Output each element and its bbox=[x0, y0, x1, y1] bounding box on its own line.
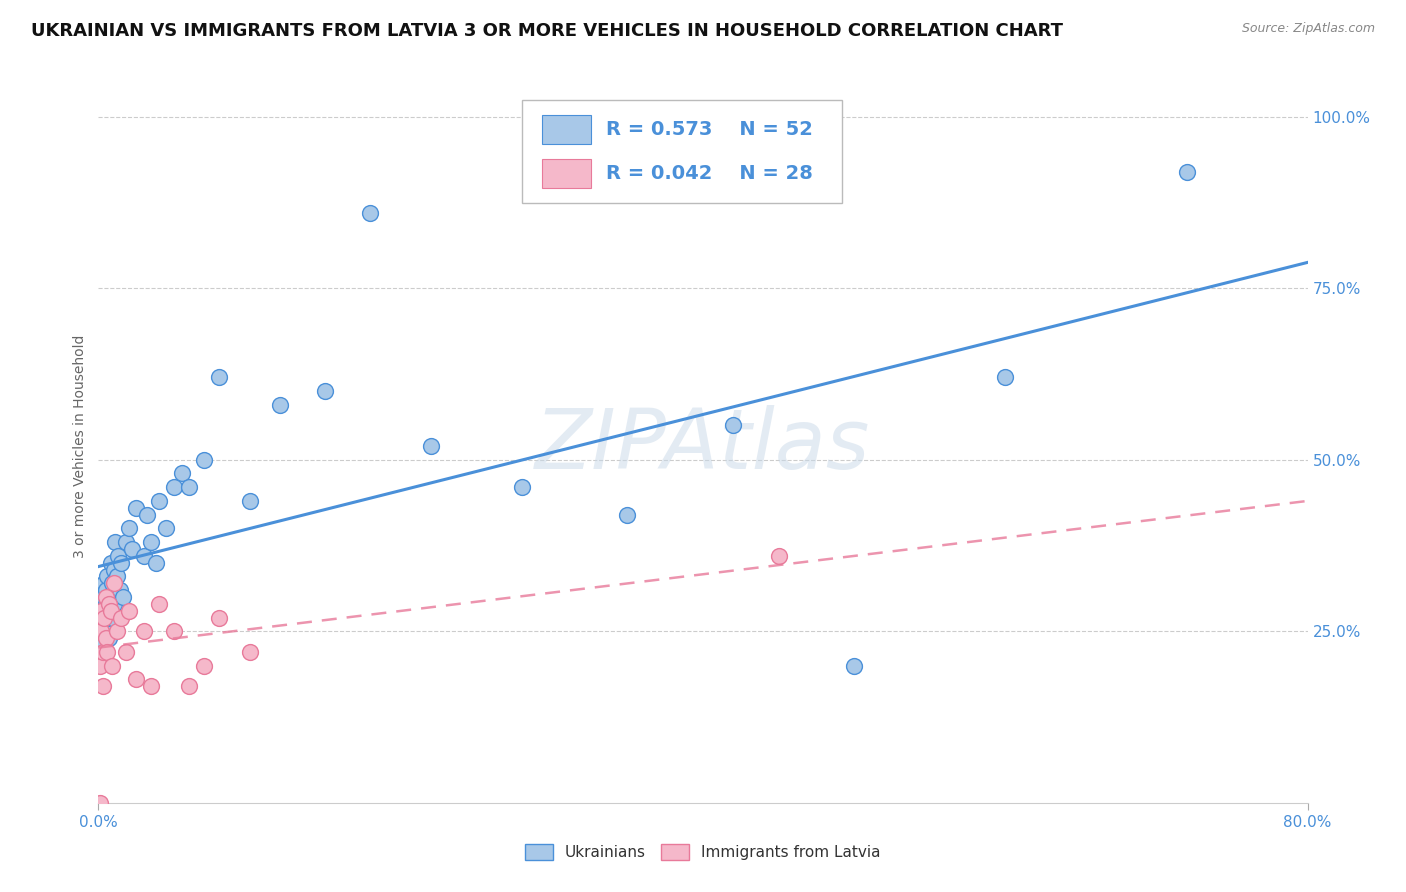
Point bbox=[145, 556, 167, 570]
Point bbox=[132, 624, 155, 639]
Point bbox=[101, 658, 124, 673]
Point bbox=[93, 576, 115, 591]
Point bbox=[170, 467, 193, 481]
Text: UKRAINIAN VS IMMIGRANTS FROM LATVIA 3 OR MORE VEHICLES IN HOUSEHOLD CORRELATION : UKRAINIAN VS IMMIGRANTS FROM LATVIA 3 OR… bbox=[31, 22, 1063, 40]
Point bbox=[91, 645, 114, 659]
Point bbox=[89, 796, 111, 810]
Point bbox=[98, 597, 121, 611]
Point bbox=[844, 658, 866, 673]
Point bbox=[91, 604, 114, 618]
Point bbox=[132, 549, 155, 563]
Point bbox=[90, 604, 112, 618]
Bar bbox=[543, 160, 591, 188]
Point bbox=[98, 604, 121, 618]
Point bbox=[101, 576, 124, 591]
Point bbox=[114, 645, 136, 659]
Point bbox=[179, 679, 201, 693]
Point bbox=[163, 480, 186, 494]
Point bbox=[94, 631, 117, 645]
Point bbox=[141, 679, 163, 693]
Point bbox=[269, 398, 291, 412]
Point bbox=[94, 597, 117, 611]
Point bbox=[96, 645, 118, 659]
Point bbox=[510, 480, 533, 494]
Point bbox=[90, 624, 112, 639]
Point bbox=[107, 549, 129, 563]
Point bbox=[193, 658, 215, 673]
Point bbox=[110, 556, 132, 570]
Point bbox=[101, 610, 124, 624]
Point bbox=[100, 590, 122, 604]
Point bbox=[103, 597, 125, 611]
Point bbox=[125, 500, 148, 515]
Point bbox=[193, 452, 215, 467]
Point bbox=[105, 624, 128, 639]
Point bbox=[104, 535, 127, 549]
Legend: Ukrainians, Immigrants from Latvia: Ukrainians, Immigrants from Latvia bbox=[519, 838, 887, 866]
Point bbox=[89, 610, 111, 624]
Point bbox=[103, 576, 125, 591]
Point bbox=[90, 624, 112, 639]
Point bbox=[239, 494, 262, 508]
Point bbox=[91, 638, 114, 652]
Point bbox=[420, 439, 443, 453]
Bar bbox=[543, 115, 591, 144]
Point bbox=[723, 418, 745, 433]
Point bbox=[155, 521, 177, 535]
Point bbox=[314, 384, 336, 398]
Point bbox=[118, 521, 141, 535]
Point bbox=[125, 673, 148, 687]
Point bbox=[100, 604, 122, 618]
Point bbox=[208, 370, 231, 384]
Point bbox=[94, 583, 117, 598]
Point bbox=[90, 590, 112, 604]
Point bbox=[141, 535, 163, 549]
Text: Source: ZipAtlas.com: Source: ZipAtlas.com bbox=[1241, 22, 1375, 36]
Point bbox=[100, 556, 122, 570]
Point bbox=[360, 205, 382, 219]
Point bbox=[111, 590, 134, 604]
Point bbox=[994, 370, 1017, 384]
Point bbox=[93, 617, 115, 632]
Point bbox=[91, 679, 114, 693]
Point bbox=[239, 645, 262, 659]
FancyBboxPatch shape bbox=[522, 100, 842, 203]
Point bbox=[105, 569, 128, 583]
Point bbox=[148, 597, 170, 611]
Point bbox=[121, 541, 143, 556]
Point bbox=[148, 494, 170, 508]
Point bbox=[110, 610, 132, 624]
Text: R = 0.042    N = 28: R = 0.042 N = 28 bbox=[606, 164, 813, 183]
Point bbox=[89, 658, 111, 673]
Point bbox=[163, 624, 186, 639]
Point bbox=[89, 645, 111, 659]
Point bbox=[114, 535, 136, 549]
Point bbox=[108, 583, 131, 598]
Point bbox=[103, 562, 125, 576]
Point bbox=[94, 590, 117, 604]
Point bbox=[768, 549, 790, 563]
Point bbox=[93, 610, 115, 624]
Point bbox=[96, 610, 118, 624]
Text: ZIPAtlas: ZIPAtlas bbox=[536, 406, 870, 486]
Text: R = 0.573    N = 52: R = 0.573 N = 52 bbox=[606, 120, 813, 139]
Point bbox=[616, 508, 638, 522]
Point bbox=[98, 631, 121, 645]
Point bbox=[135, 508, 157, 522]
Point bbox=[96, 569, 118, 583]
Point bbox=[1175, 164, 1198, 178]
Point bbox=[118, 604, 141, 618]
Y-axis label: 3 or more Vehicles in Household: 3 or more Vehicles in Household bbox=[73, 334, 87, 558]
Point bbox=[208, 610, 231, 624]
Point bbox=[179, 480, 201, 494]
